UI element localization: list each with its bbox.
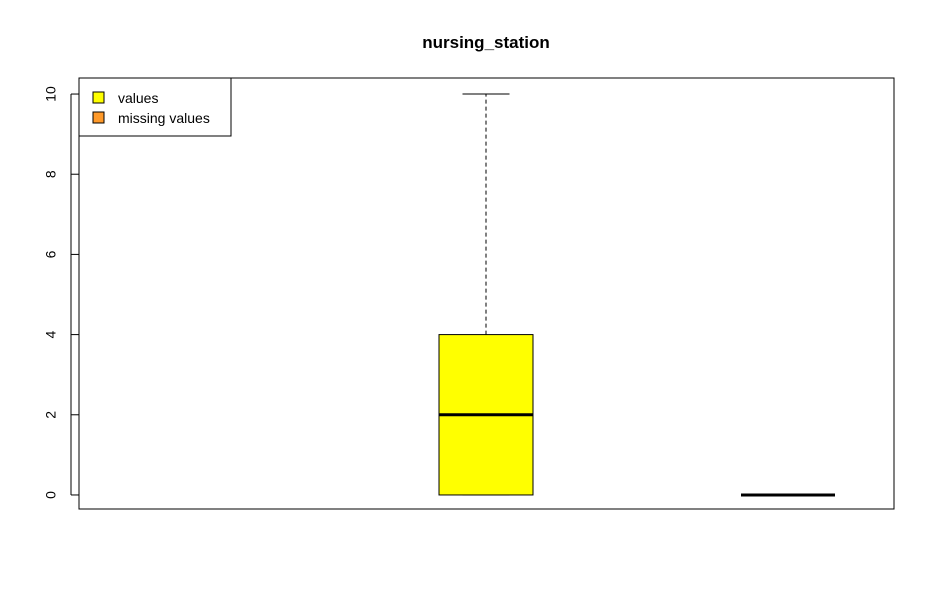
boxes — [438, 93, 835, 497]
legend-swatch-values — [92, 91, 105, 104]
box-values — [438, 93, 534, 496]
legend-frame — [78, 77, 232, 137]
y-tick-label: 10 — [43, 86, 59, 102]
legend: values missing values — [78, 77, 232, 137]
plot-frame — [78, 77, 895, 510]
legend-swatch-missing-values — [92, 111, 105, 124]
y-tick-label: 8 — [43, 170, 59, 178]
chart-title: nursing_station — [422, 33, 550, 52]
y-tick-label: 0 — [43, 491, 59, 499]
y-tick-label: 6 — [43, 250, 59, 258]
y-tick-label: 4 — [43, 330, 59, 338]
y-tick-label: 2 — [43, 411, 59, 419]
legend-label-missing-values: missing values — [118, 110, 210, 126]
y-axis: 0 2 4 6 8 10 — [43, 86, 79, 499]
legend-label-values: values — [118, 90, 158, 106]
